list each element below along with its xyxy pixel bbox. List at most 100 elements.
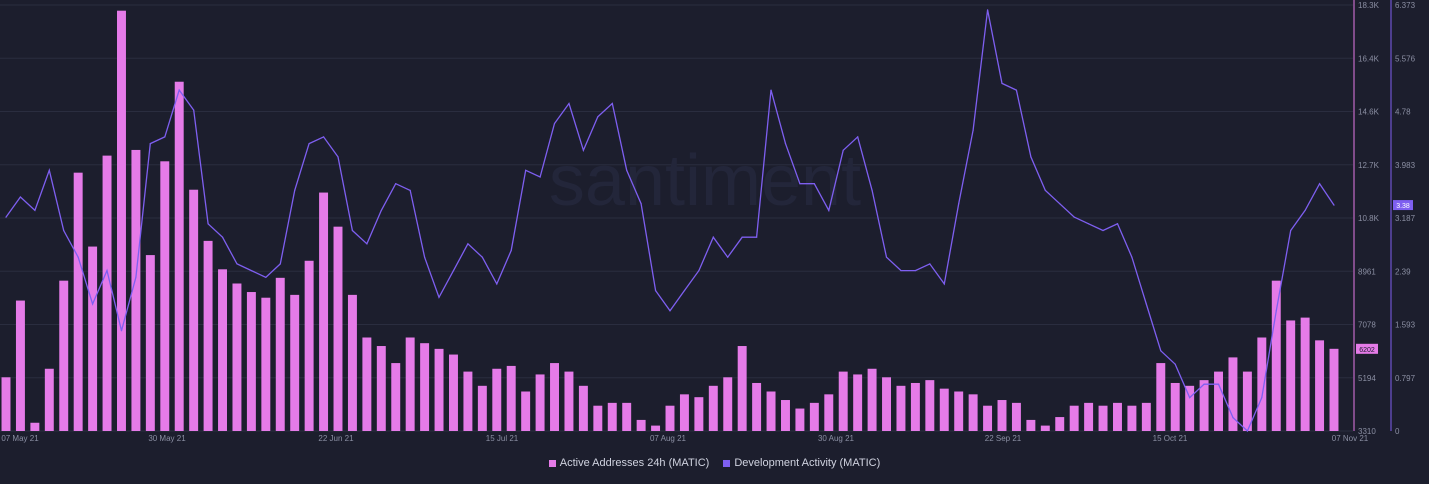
dev-activity-point	[1116, 223, 1119, 225]
dev-activity-point	[48, 169, 50, 171]
dev-activity-point	[34, 209, 36, 212]
active-addresses-bars	[1, 10, 1339, 432]
active-addresses-bar	[1113, 402, 1122, 431]
dev-activity-point	[986, 9, 989, 11]
left-axis-tick-label: 7078	[1358, 321, 1376, 330]
active-addresses-bar	[73, 172, 83, 431]
dev-activity-point	[424, 256, 426, 258]
dev-activity-point	[1318, 183, 1321, 185]
active-addresses-bar	[1040, 425, 1050, 431]
dev-activity-point	[842, 149, 844, 151]
active-addresses-bar	[434, 348, 444, 431]
active-addresses-bar	[809, 402, 819, 431]
active-addresses-value-badge	[1356, 343, 1378, 354]
x-tick-label: 15 Oct 21	[1153, 434, 1188, 443]
active-addresses-bar	[304, 260, 314, 431]
dev-activity-point	[164, 136, 166, 138]
right-axis-tick-label: 2.39	[1395, 267, 1411, 276]
active-addresses-bar	[319, 192, 329, 431]
x-tick-label: 30 Aug 21	[818, 434, 855, 443]
active-addresses-bar	[1286, 320, 1296, 431]
dev-activity-point	[1059, 203, 1061, 205]
dev-activity-point	[193, 109, 195, 111]
active-addresses-bar	[968, 394, 978, 431]
dev-activity-point	[322, 136, 325, 138]
active-addresses-bar	[261, 297, 271, 431]
dev-activity-point	[972, 129, 974, 131]
active-addresses-bar	[1, 377, 11, 431]
dev-activity-point	[1015, 89, 1018, 91]
active-addresses-bar	[737, 346, 747, 431]
x-tick-label: 22 Sep 21	[985, 434, 1022, 443]
left-axis-tick-label: 14.6K	[1358, 108, 1380, 117]
legend-item-active-addresses[interactable]: Active Addresses 24h (MATIC)	[548, 457, 710, 469]
left-axis-tick-label: 16.4K	[1358, 54, 1380, 63]
dev-activity-point	[813, 183, 815, 185]
dev-activity-point	[1102, 229, 1104, 232]
watermark: santiment	[549, 141, 861, 221]
active-addresses-bar	[838, 371, 848, 431]
active-addresses-bar	[492, 368, 502, 431]
active-addresses-bar	[189, 189, 199, 431]
active-addresses-bar	[535, 374, 545, 431]
active-addresses-bar	[925, 380, 935, 431]
legend-label-active-addresses: Active Addresses 24h (MATIC)	[559, 457, 710, 469]
right-axis-tick-label: 3.983	[1395, 161, 1416, 170]
legend: Active Addresses 24h (MATIC) Development…	[0, 457, 1429, 469]
dev-activity-point	[698, 269, 700, 272]
x-tick-label: 22 Jun 21	[318, 434, 354, 443]
dev-activity-point	[120, 330, 123, 332]
active-addresses-bar	[665, 405, 675, 431]
active-addresses-bar	[824, 394, 834, 431]
right-axis-tick-label: 6.373	[1395, 1, 1416, 10]
active-addresses-bar	[853, 374, 863, 431]
dev-activity-point	[380, 209, 382, 212]
active-addresses-bar	[102, 155, 112, 431]
dev-activity-point	[294, 189, 296, 191]
active-addresses-bar	[1098, 405, 1108, 431]
active-addresses-bar	[997, 400, 1007, 431]
right-axis-tick-label: 3.187	[1395, 214, 1416, 223]
active-addresses-bar	[88, 246, 98, 431]
active-addresses-bar	[1214, 371, 1223, 431]
active-addresses-bar	[1127, 405, 1137, 431]
dev-activity-point	[1030, 156, 1032, 158]
right-axis-tick-label: 5.576	[1395, 54, 1416, 63]
active-addresses-bar	[362, 337, 372, 431]
dev-activity-point	[958, 203, 960, 205]
dev-activity-line-layer	[5, 9, 1335, 433]
active-addresses-bar	[1242, 371, 1252, 431]
dev-activity-point	[481, 256, 483, 258]
dev-activity-point	[308, 142, 310, 145]
legend-item-dev-activity[interactable]: Development Activity (MATIC)	[723, 457, 880, 469]
x-tick-label: 07 Aug 21	[650, 434, 687, 443]
active-addresses-bar	[463, 371, 473, 431]
dev-activity-point	[409, 189, 411, 191]
dev-activity-point	[669, 310, 671, 312]
chart[interactable]: santiment 3310 0 5194 0.797 7078 1.593 8961 2.3…	[0, 0, 1429, 450]
left-axis-tick-label: 5194	[1358, 374, 1376, 383]
active-addresses-bar	[983, 405, 993, 431]
active-addresses-bar	[290, 294, 300, 431]
active-addresses-bar	[564, 371, 574, 431]
active-addresses-bar	[622, 402, 632, 431]
dev-activity-point	[1333, 204, 1335, 206]
active-addresses-bar	[1141, 402, 1151, 431]
dev-activity-point	[77, 256, 79, 258]
dev-activity-point	[1088, 223, 1090, 225]
active-addresses-bar	[593, 405, 603, 431]
active-addresses-bar	[1185, 385, 1195, 431]
active-addresses-bar	[723, 377, 733, 431]
dev-activity-point	[1246, 430, 1248, 432]
active-addresses-bar	[405, 337, 415, 431]
x-tick-label: 30 May 21	[148, 434, 186, 443]
dev-activity-point	[149, 142, 151, 145]
dev-activity-point	[568, 102, 570, 105]
dev-activity-point	[597, 116, 599, 118]
axes: 3310 0 5194 0.797 7078 1.593 8961 2.39 10.8K 3.18…	[1, 0, 1416, 443]
active-addresses-bar	[679, 394, 689, 431]
active-addresses-bar	[578, 385, 588, 431]
dev-activity-point	[828, 209, 830, 212]
active-addresses-bar	[246, 292, 256, 431]
dev-activity-point	[857, 136, 859, 138]
